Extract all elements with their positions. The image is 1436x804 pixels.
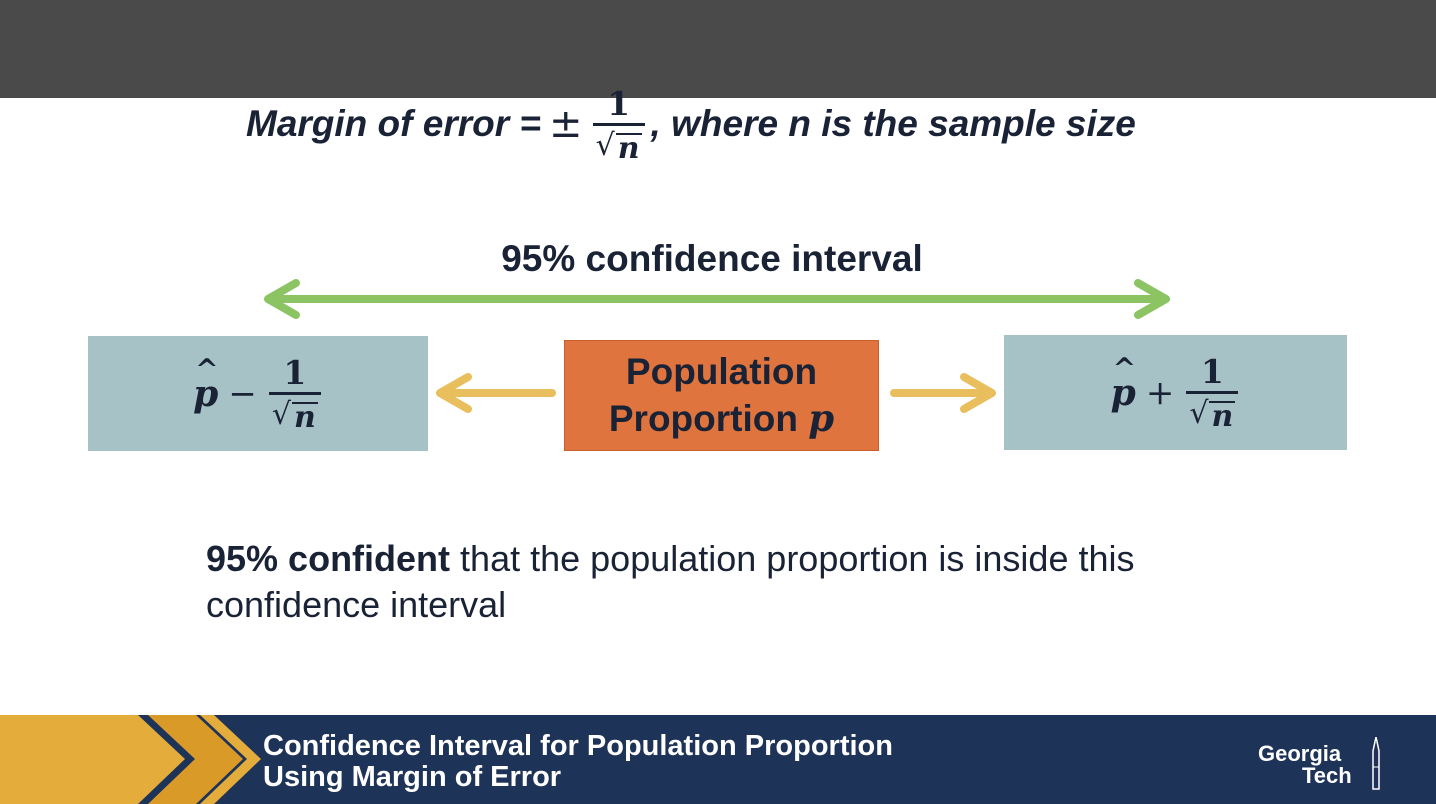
fraction-bar bbox=[1186, 391, 1239, 394]
center-line-1: Population bbox=[625, 351, 818, 392]
tower-icon bbox=[1372, 737, 1380, 790]
hat-icon: ^ bbox=[1112, 351, 1137, 385]
footer-title: Confidence Interval for Population Propo… bbox=[263, 731, 893, 793]
fraction-bar bbox=[592, 122, 645, 126]
confidence-interval-arrow bbox=[264, 279, 1170, 319]
formula-denominator: √ n bbox=[595, 127, 642, 166]
formula-prefix: Margin of error = bbox=[246, 103, 542, 144]
logo-line-1: Georgia bbox=[1258, 741, 1342, 766]
fraction-bar bbox=[268, 392, 321, 395]
formula-fraction: 1 √ n bbox=[592, 83, 645, 166]
plus-operator: + bbox=[1145, 372, 1175, 413]
margin-of-error-formula: Margin of error = ± 1 √ n , where n is th… bbox=[246, 74, 1136, 174]
proportion-symbol: p bbox=[808, 396, 835, 440]
lower-numerator: 1 bbox=[283, 353, 307, 392]
footer-banner: Confidence Interval for Population Propo… bbox=[0, 715, 1436, 804]
upper-denominator: √ n bbox=[1189, 396, 1236, 434]
lower-radicand: n bbox=[291, 400, 318, 435]
plus-minus-sign: ± bbox=[549, 101, 583, 147]
statement-bold: 95% confident bbox=[206, 538, 451, 579]
confidence-statement: 95% confident that the population propor… bbox=[206, 536, 1286, 628]
statement-rest: that the population proportion is inside… bbox=[206, 538, 1135, 625]
formula-numerator: 1 bbox=[607, 83, 631, 123]
lower-bound-box: ^ p − 1 √ n bbox=[88, 336, 428, 451]
sqrt-icon: √ bbox=[271, 397, 291, 432]
left-arrow-icon bbox=[436, 373, 556, 413]
chevron-decoration-icon bbox=[0, 715, 261, 804]
georgia-tech-logo: Georgia Tech bbox=[1258, 737, 1388, 793]
footer-title-line-2: Using Margin of Error bbox=[263, 761, 562, 793]
upper-fraction: 1 √ n bbox=[1186, 352, 1239, 434]
logo-line-2: Tech bbox=[1302, 763, 1352, 788]
confidence-interval-label: 95% confidence interval bbox=[501, 238, 923, 279]
lower-fraction: 1 √ n bbox=[268, 353, 321, 435]
p-hat-symbol: ^ p bbox=[1110, 352, 1136, 414]
top-letterbox-bar bbox=[0, 0, 1436, 98]
right-arrow-icon bbox=[890, 373, 996, 413]
estimate-letter: p bbox=[193, 372, 219, 415]
center-line-2: Proportion p bbox=[609, 395, 834, 442]
lower-denominator: √ n bbox=[271, 397, 318, 435]
footer-title-line-1: Confidence Interval for Population Propo… bbox=[263, 730, 893, 762]
formula-radicand: n bbox=[615, 130, 642, 166]
estimate-letter: p bbox=[1110, 371, 1136, 414]
minus-operator: − bbox=[228, 373, 257, 414]
upper-bound-box: ^ p + 1 √ n bbox=[1004, 335, 1347, 450]
upper-bound-expression: ^ p + 1 √ n bbox=[1110, 352, 1241, 434]
p-hat-symbol: ^ p bbox=[193, 353, 219, 415]
upper-radicand: n bbox=[1209, 399, 1236, 434]
hat-icon: ^ bbox=[195, 352, 219, 386]
center-line-2-text: Proportion bbox=[608, 398, 798, 439]
population-proportion-box: Population Proportion p bbox=[564, 340, 879, 451]
formula-suffix: , where n is the sample size bbox=[650, 103, 1136, 144]
sqrt-icon: √ bbox=[1189, 396, 1209, 431]
upper-numerator: 1 bbox=[1200, 352, 1224, 391]
lower-bound-expression: ^ p − 1 √ n bbox=[193, 353, 323, 435]
sqrt-icon: √ bbox=[595, 127, 615, 163]
